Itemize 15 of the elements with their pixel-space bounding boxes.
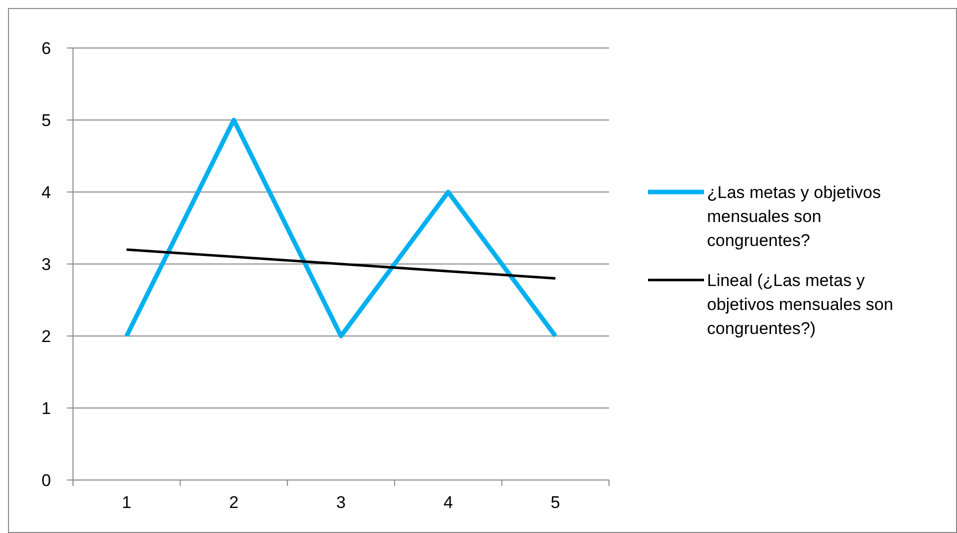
y-tick-label: 0 <box>42 470 51 490</box>
y-tick-label: 6 <box>42 38 51 58</box>
y-tick-label: 4 <box>42 182 51 202</box>
y-tick-label: 3 <box>42 254 51 274</box>
y-tick-label: 5 <box>42 110 51 130</box>
legend-label: ¿Las metas y objetivos mensuales son congruentes? <box>707 182 881 250</box>
line-series <box>125 248 557 280</box>
legend-label: Lineal (¿Las metas y objetivos mensuales son congruentes?) <box>707 270 894 338</box>
y-tick-label: 1 <box>42 398 51 418</box>
x-tick-label: 2 <box>229 493 239 512</box>
x-tick-label: 4 <box>443 493 453 512</box>
y-tick-label: 2 <box>42 326 51 346</box>
x-tick-label: 3 <box>336 493 346 512</box>
x-tick-label: 1 <box>122 493 132 512</box>
x-tick-label: 5 <box>550 493 560 512</box>
